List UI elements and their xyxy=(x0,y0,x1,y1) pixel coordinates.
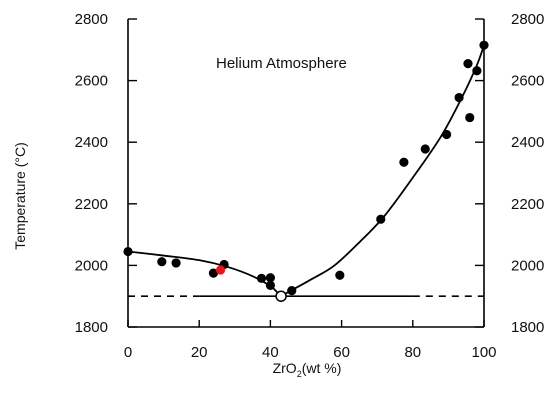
chart-annotation: Helium Atmosphere xyxy=(216,55,347,72)
x-tick-label: 0 xyxy=(124,344,132,361)
y-tick-label-left: 2600 xyxy=(75,73,108,90)
data-point xyxy=(335,270,345,280)
x-tick-label: 40 xyxy=(262,344,279,361)
data-point xyxy=(465,112,475,123)
data-point xyxy=(123,246,133,257)
data-point xyxy=(376,214,386,224)
axes xyxy=(127,18,485,328)
x-axis-title-subscript: 2 xyxy=(297,369,302,379)
data-point xyxy=(479,40,489,50)
data-point xyxy=(265,280,275,291)
data-point xyxy=(472,66,482,76)
y-tick-label-left: 2200 xyxy=(75,196,108,213)
liquidus-curve-group xyxy=(127,44,485,296)
highlighted-data-point xyxy=(215,265,226,275)
liquidus-curve xyxy=(127,44,485,296)
y-tick-label-right: 2800 xyxy=(511,11,544,28)
x-axis-title-main: ZrO xyxy=(273,360,297,376)
data-point xyxy=(463,59,473,69)
data-point xyxy=(454,92,464,103)
data-point xyxy=(442,129,452,140)
x-tick-label: 60 xyxy=(333,344,350,361)
y-tick-label-right: 2000 xyxy=(511,257,544,274)
data-point xyxy=(256,273,267,283)
tick-labels: 1800 2000 2200 2400 2600 2800 1800 2000 2200 2400… xyxy=(75,11,545,361)
data-point xyxy=(157,257,167,267)
y-tick-label-left: 2800 xyxy=(75,11,108,28)
y-tick-label-right: 2600 xyxy=(511,73,544,90)
data-point xyxy=(399,157,409,167)
y-tick-label-right: 2400 xyxy=(511,134,544,151)
data-point xyxy=(208,268,219,278)
x-tick-label: 20 xyxy=(191,344,208,361)
y-tick-label-right: 1800 xyxy=(511,319,544,336)
eutectic-point-marker xyxy=(275,290,287,302)
y-tick-label-left: 2400 xyxy=(75,134,108,151)
x-tick-label: 100 xyxy=(471,344,496,361)
data-point xyxy=(420,144,430,154)
data-point xyxy=(265,273,275,283)
x-axis-title-rest: (wt %) xyxy=(302,360,342,376)
y-tick-label-left: 1800 xyxy=(75,319,108,336)
data-points xyxy=(123,40,489,302)
x-axis-title: ZrO2(wt %) xyxy=(273,360,342,379)
data-point xyxy=(287,286,297,296)
y-tick-label-left: 2000 xyxy=(75,257,108,274)
data-point xyxy=(171,258,181,268)
y-tick-label-right: 2200 xyxy=(511,196,544,213)
y-axis-title: Temperature (°C) xyxy=(12,142,28,250)
x-tick-label: 80 xyxy=(404,344,421,361)
